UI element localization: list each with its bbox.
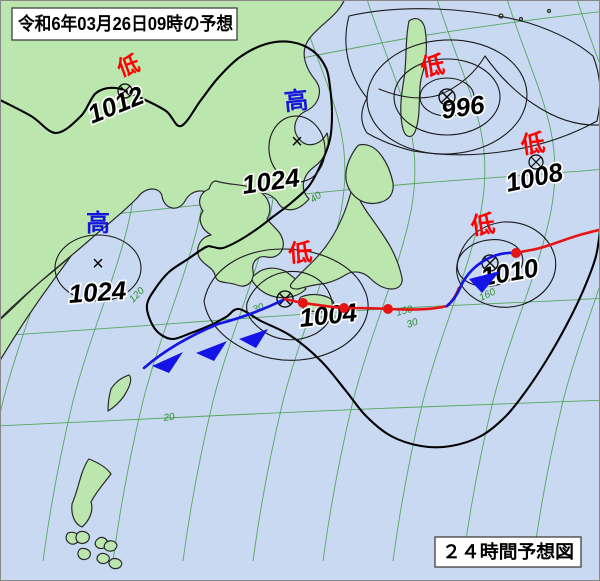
svg-text:1024: 1024: [67, 275, 127, 309]
svg-text:低: 低: [518, 130, 547, 160]
svg-text:２４時間予想図: ２４時間予想図: [442, 541, 574, 562]
svg-text:令和6年03月26日09時の予想: 令和6年03月26日09時の予想: [17, 13, 233, 34]
svg-text:996: 996: [439, 89, 487, 125]
svg-text:低: 低: [418, 51, 447, 82]
svg-text:高: 高: [283, 86, 310, 116]
svg-text:低: 低: [468, 211, 497, 241]
svg-text:高: 高: [86, 209, 110, 237]
svg-text:低: 低: [287, 239, 314, 268]
svg-text:×: ×: [291, 131, 303, 153]
svg-text:×: ×: [92, 253, 104, 275]
svg-text:20: 20: [162, 411, 176, 424]
